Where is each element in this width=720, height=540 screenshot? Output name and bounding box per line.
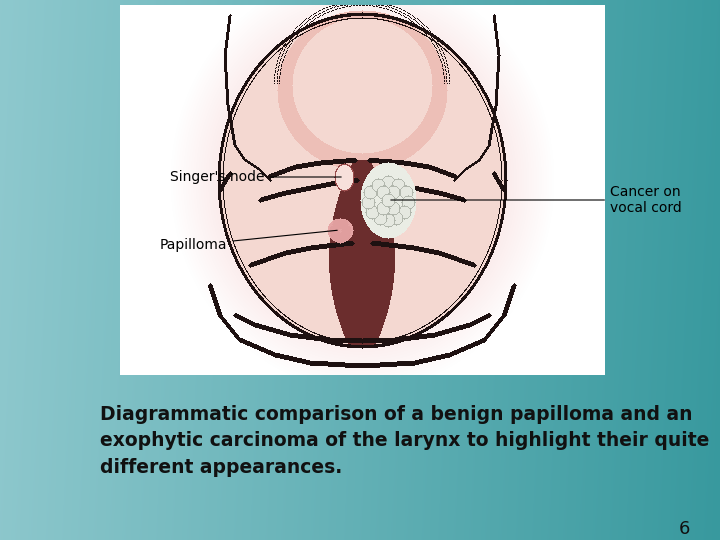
Text: 6: 6 (679, 520, 690, 538)
Text: Papilloma: Papilloma (160, 230, 337, 252)
Text: Singer's node: Singer's node (170, 170, 341, 184)
Text: Diagrammatic comparison of a benign papilloma and an
exophytic carcinoma of the : Diagrammatic comparison of a benign papi… (100, 405, 709, 477)
Text: Cancer on
vocal cord: Cancer on vocal cord (391, 185, 682, 215)
